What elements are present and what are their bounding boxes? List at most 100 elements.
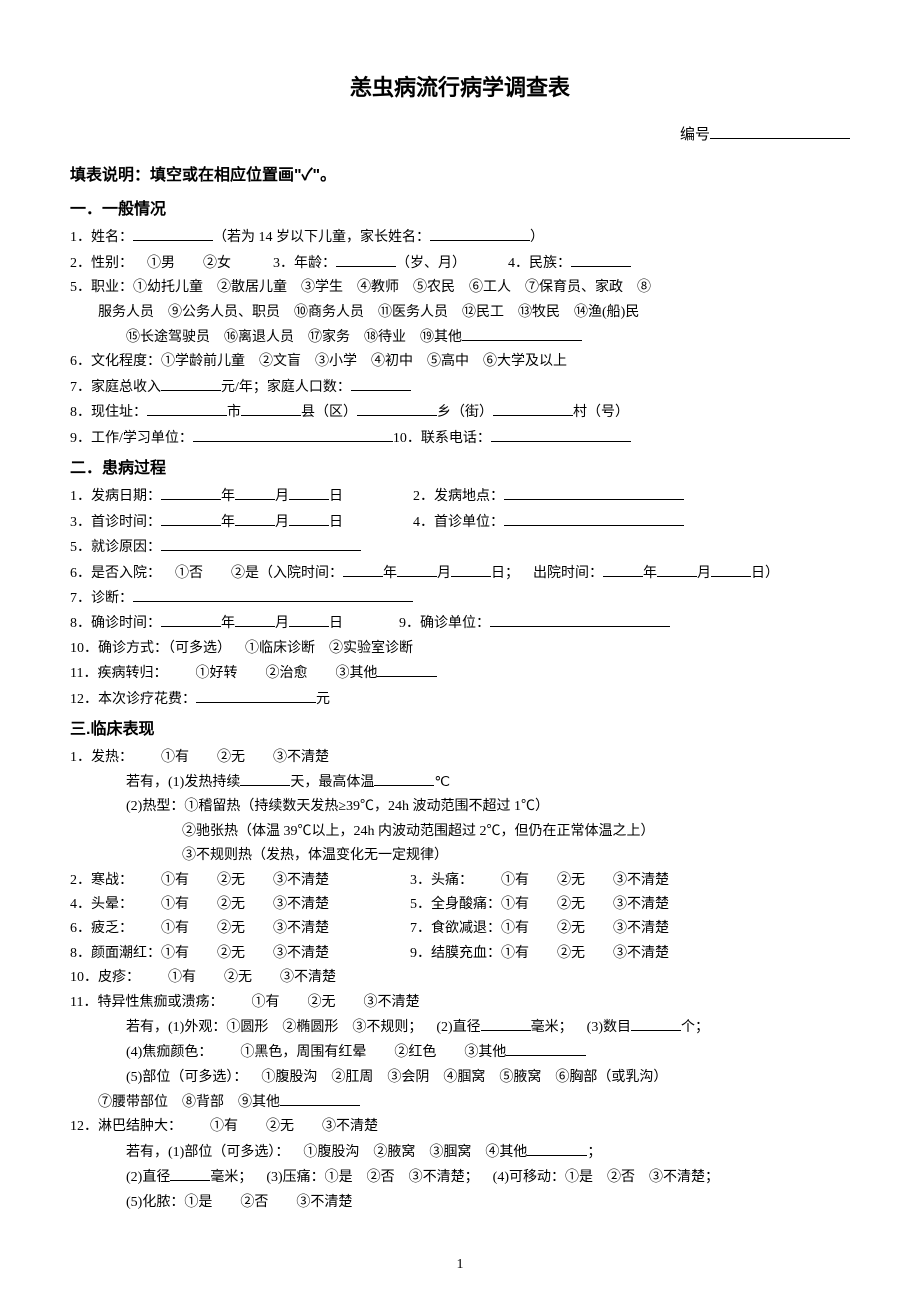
- outcome-other-blank[interactable]: [377, 662, 437, 677]
- eschar-site-other-blank[interactable]: [280, 1091, 360, 1106]
- s3-q11-o2[interactable]: ②无: [307, 995, 335, 1010]
- s3-q4-o2[interactable]: ②无: [217, 897, 245, 912]
- s3-q2-o1[interactable]: ①有: [161, 873, 189, 888]
- s3-q7-o3[interactable]: ③不清楚: [613, 921, 669, 936]
- s2-q10-opt1[interactable]: ①临床诊断: [245, 641, 315, 656]
- s3-q12-s3-o3[interactable]: ③不清楚；: [409, 1170, 479, 1185]
- visit-reason-blank[interactable]: [161, 536, 361, 551]
- dis-m[interactable]: [657, 562, 697, 577]
- s3-q12-o2[interactable]: ②无: [266, 1119, 294, 1134]
- diagnosis-blank2[interactable]: [333, 587, 413, 602]
- s3-q11-s4-o2[interactable]: ②红色: [394, 1045, 436, 1060]
- s3-q4-o1[interactable]: ①有: [161, 897, 189, 912]
- s3-q1-opt1[interactable]: ①有: [161, 750, 189, 765]
- diagnosis-blank[interactable]: [133, 587, 333, 602]
- s3-q1-sub2-opt2-txt[interactable]: ②驰张热（体温 39℃以上，24h 内波动范围超过 2℃，但仍在正常体温之上）: [182, 824, 655, 839]
- s3-q11-s1-o2[interactable]: ②椭圆形: [282, 1020, 338, 1035]
- s3-q2-o2[interactable]: ②无: [217, 873, 245, 888]
- s3-q5-o3[interactable]: ③不清楚: [613, 897, 669, 912]
- guardian-blank[interactable]: [430, 226, 530, 241]
- s3-q12-s3-o2[interactable]: ②否: [367, 1170, 395, 1185]
- s3-q12-s4-o1[interactable]: ①是: [565, 1170, 593, 1185]
- s3-q12-s5-o1[interactable]: ①是: [184, 1195, 212, 1210]
- eschar-count-blank[interactable]: [631, 1016, 681, 1031]
- s3-q11-s4-o3[interactable]: ③其他: [464, 1045, 506, 1060]
- s3-q1-sub2-opt3-txt[interactable]: ③不规则热（发热，体温变化无一定规律）: [182, 848, 448, 863]
- s3-q8-o3[interactable]: ③不清楚: [273, 946, 329, 961]
- conf-y[interactable]: [161, 612, 221, 627]
- s3-q11-sub5-l2[interactable]: ⑦腰带部位 ⑧背部 ⑨其他: [70, 1091, 850, 1114]
- s3-q6-o1[interactable]: ①有: [161, 921, 189, 936]
- first-y[interactable]: [161, 511, 221, 526]
- s3-q1-sub2-opt1[interactable]: ①稽留热（持续数天发热≥39℃，24h 波动范围不超过 1℃）: [184, 799, 549, 814]
- s3-q3-o2[interactable]: ②无: [557, 873, 585, 888]
- s3-q12-s1-opts[interactable]: ①腹股沟 ②腋窝 ③腘窝 ④其他: [303, 1145, 527, 1160]
- s1-q5-opts1[interactable]: ①幼托儿童 ②散居儿童 ③学生 ④教师 ⑤农民 ⑥工人 ⑦保育员、家政 ⑧: [133, 280, 651, 295]
- ethnic-blank[interactable]: [571, 252, 631, 267]
- s2-q11-opt2[interactable]: ②治愈: [265, 666, 307, 681]
- conf-d[interactable]: [289, 612, 329, 627]
- s3-q11-s5-opts1[interactable]: ①腹股沟 ②肛周 ③会阴 ④腘窝 ⑤腋窝 ⑥胸部（或乳沟）: [261, 1070, 667, 1085]
- max-temp-blank[interactable]: [374, 771, 434, 786]
- s1-q6-opts[interactable]: ①学龄前儿童 ②文盲 ③小学 ④初中 ⑤高中 ⑥大学及以上: [161, 354, 567, 369]
- phone-blank[interactable]: [491, 427, 631, 442]
- s3-q1-sub2-opt3[interactable]: ③不规则热（发热，体温变化无一定规律）: [70, 845, 850, 867]
- s3-q11-s1-o3[interactable]: ③不规则；: [352, 1020, 422, 1035]
- s3-q12-s4-o3[interactable]: ③不清楚；: [649, 1170, 719, 1185]
- s3-q10-o2[interactable]: ②无: [224, 970, 252, 985]
- s3-q9-o1[interactable]: ①有: [501, 946, 529, 961]
- s3-q11-s1-o1[interactable]: ①圆形: [226, 1020, 268, 1035]
- s3-q11-o3[interactable]: ③不清楚: [363, 995, 419, 1010]
- addr-county-blank[interactable]: [241, 401, 301, 416]
- cost-blank[interactable]: [196, 688, 316, 703]
- s3-q6-o3[interactable]: ③不清楚: [273, 921, 329, 936]
- s3-q12-s5-o2[interactable]: ②否: [240, 1195, 268, 1210]
- first-d[interactable]: [289, 511, 329, 526]
- s3-q1-opt3[interactable]: ③不清楚: [273, 750, 329, 765]
- s3-q9-o3[interactable]: ③不清楚: [613, 946, 669, 961]
- s3-q3-o1[interactable]: ①有: [501, 873, 529, 888]
- lymph-diam-blank[interactable]: [170, 1166, 210, 1181]
- onset-d[interactable]: [289, 485, 329, 500]
- s3-q10-o1[interactable]: ①有: [168, 970, 196, 985]
- s3-q12-s3-o1[interactable]: ①是: [325, 1170, 353, 1185]
- serial-blank[interactable]: [710, 124, 850, 139]
- s3-q8-o1[interactable]: ①有: [161, 946, 189, 961]
- s3-q9-o2[interactable]: ②无: [557, 946, 585, 961]
- dis-d[interactable]: [711, 562, 751, 577]
- s3-q4-o3[interactable]: ③不清楚: [273, 897, 329, 912]
- lymph-site-other-blank[interactable]: [527, 1141, 587, 1156]
- age-blank[interactable]: [336, 252, 396, 267]
- income-blank[interactable]: [161, 376, 221, 391]
- conf-m[interactable]: [235, 612, 275, 627]
- s3-q7-o1[interactable]: ①有: [501, 921, 529, 936]
- s1-q5-opts3[interactable]: ⑮长途驾驶员 ⑯离退人员 ⑰家务 ⑱待业 ⑲其他: [126, 330, 462, 345]
- s3-q7-o2[interactable]: ②无: [557, 921, 585, 936]
- s3-q11-o1[interactable]: ①有: [251, 995, 279, 1010]
- s3-q6-o2[interactable]: ②无: [217, 921, 245, 936]
- s3-q2-o3[interactable]: ③不清楚: [273, 873, 329, 888]
- workplace-blank[interactable]: [193, 427, 393, 442]
- s2-q6-opt2[interactable]: ②是（入院时间：: [231, 566, 343, 581]
- s3-q5-o2[interactable]: ②无: [557, 897, 585, 912]
- s3-q1-sub2-opt2[interactable]: ②驰张热（体温 39℃以上，24h 内波动范围超过 2℃，但仍在正常体温之上）: [70, 821, 850, 843]
- s3-q12-o3[interactable]: ③不清楚: [322, 1119, 378, 1134]
- s3-q1-opt2[interactable]: ②无: [217, 750, 245, 765]
- onset-m[interactable]: [235, 485, 275, 500]
- adm-d[interactable]: [451, 562, 491, 577]
- s1-q5-opts2[interactable]: 服务人员 ⑨公务人员、职员 ⑩商务人员 ⑪医务人员 ⑫民工 ⑬牧民 ⑭渔(船)民: [98, 305, 639, 320]
- adm-y[interactable]: [343, 562, 383, 577]
- s3-q11-s4-o1[interactable]: ①黑色，周围有红晕: [240, 1045, 366, 1060]
- fever-days-blank[interactable]: [240, 771, 290, 786]
- s2-q11-opt3[interactable]: ③其他: [335, 666, 377, 681]
- s3-q12-o1[interactable]: ①有: [210, 1119, 238, 1134]
- conf-unit-blank[interactable]: [490, 612, 670, 627]
- adm-m[interactable]: [397, 562, 437, 577]
- addr-town-blank[interactable]: [357, 401, 437, 416]
- s3-q12-s5-o3[interactable]: ③不清楚: [296, 1195, 352, 1210]
- s3-q8-o2[interactable]: ②无: [217, 946, 245, 961]
- s1-q2-opt2[interactable]: ②女: [203, 256, 231, 271]
- s3-q5-o1[interactable]: ①有: [501, 897, 529, 912]
- s2-q6-opt1[interactable]: ①否: [175, 566, 203, 581]
- occupation-other-blank[interactable]: [462, 326, 582, 341]
